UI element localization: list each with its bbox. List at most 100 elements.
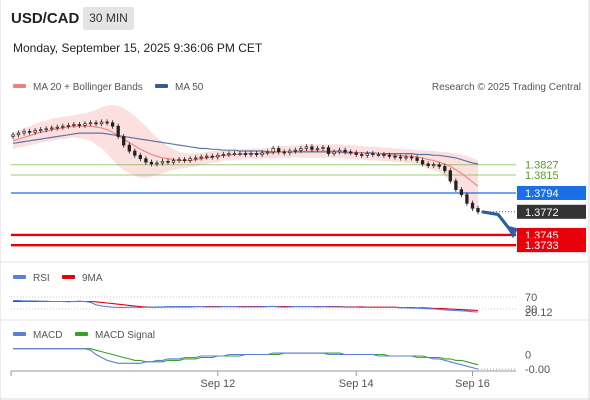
- rsi-last-label: 20.12: [525, 307, 553, 319]
- candle-body: [127, 144, 131, 152]
- candle-body: [393, 155, 397, 158]
- macd-tick-label: 0: [525, 350, 531, 362]
- rsi-ma-legend-label: 9MA: [82, 273, 103, 284]
- candle-body: [61, 125, 65, 128]
- candle-body: [133, 150, 137, 156]
- ma50-legend-label: MA 50: [175, 82, 204, 93]
- candle-body: [426, 163, 430, 166]
- candle-body: [432, 164, 436, 167]
- candle-body: [326, 147, 331, 154]
- candle-body: [420, 160, 425, 165]
- candle-body: [332, 151, 336, 154]
- candle-body: [227, 153, 231, 155]
- candle-body: [72, 124, 76, 126]
- timeframe-button[interactable]: 30 MIN: [83, 7, 134, 30]
- macd-legend: MACD MACD Signal: [13, 330, 155, 341]
- candle-body: [387, 154, 392, 157]
- support-label: 1.3733: [525, 240, 559, 252]
- candle-body: [465, 194, 469, 204]
- candle-body: [409, 156, 414, 159]
- rsi-legend-swatch: [13, 275, 26, 279]
- x-axis: Sep 12 Sep 14 Sep 16: [10, 370, 516, 390]
- candle-body: [260, 152, 264, 155]
- forecast-arrow: [481, 210, 514, 234]
- candle-body: [249, 153, 253, 155]
- main-legend: MA 20 + Bollinger Bands MA 50 Research ©…: [13, 82, 581, 93]
- symbol-label: USD/CAD: [11, 10, 80, 27]
- chart-datetime: Monday, September 15, 2025 9:36:06 PM CE…: [13, 41, 263, 55]
- candle-body: [454, 180, 458, 190]
- candle-body: [371, 153, 375, 155]
- rsi-ma-legend-swatch: [62, 275, 75, 279]
- candle-body: [343, 149, 347, 153]
- candle-body: [337, 149, 342, 153]
- candle-body: [210, 155, 214, 158]
- ma20-legend-label: MA 20 + Bollinger Bands: [33, 82, 143, 93]
- candle-body: [50, 127, 54, 130]
- macd-signal-legend-swatch: [75, 332, 88, 336]
- candle-body: [171, 160, 176, 163]
- candle-body: [304, 146, 309, 149]
- ma50-legend-swatch: [155, 84, 168, 88]
- macd-legend-label: MACD: [33, 330, 62, 341]
- candle-body: [476, 208, 480, 213]
- candle-body: [243, 153, 248, 155]
- candle-body: [254, 153, 259, 155]
- credit-label: Research © 2025 Trading Central: [432, 82, 581, 93]
- forecast-arrowhead: [506, 225, 518, 239]
- candle-body: [404, 156, 408, 159]
- candle-body: [232, 153, 237, 155]
- chart-header: USD/CAD 30 MIN: [0, 0, 590, 36]
- pivot-label: 1.3794: [525, 188, 559, 200]
- candle-body: [155, 162, 159, 165]
- x-tick-label: Sep 16: [455, 378, 490, 390]
- candle-body: [122, 136, 126, 146]
- bollinger-band: [13, 104, 478, 212]
- last-label: 1.3772: [525, 207, 559, 219]
- resistance-label: 1.3815: [525, 170, 559, 182]
- rsi-line: [13, 300, 479, 313]
- candle-body: [149, 161, 154, 165]
- candle-body: [166, 160, 170, 163]
- macd-panel: 0 -0.00: [13, 348, 550, 376]
- candle-body: [88, 122, 93, 125]
- rsi-legend-label: RSI: [33, 273, 50, 284]
- candle-body: [33, 130, 37, 133]
- candle-body: [66, 125, 71, 127]
- candle-body: [138, 154, 142, 160]
- macd-line: [13, 348, 479, 370]
- ma50-line: [12, 132, 479, 165]
- candle-body: [39, 129, 43, 132]
- candle-body: [315, 148, 320, 150]
- candle-body: [177, 159, 181, 161]
- candle-body: [349, 151, 353, 154]
- candle-body: [310, 146, 314, 150]
- candle-body: [271, 148, 275, 153]
- last-label-bg: [517, 204, 586, 219]
- candle-body: [282, 151, 286, 154]
- candle-body: [415, 157, 419, 161]
- candle-body: [277, 148, 281, 153]
- candle-body: [299, 148, 303, 151]
- candle-body: [221, 154, 226, 156]
- macd-signal-line: [13, 348, 479, 366]
- candle-body: [376, 154, 381, 156]
- candle-body: [27, 131, 32, 133]
- candle-body: [55, 126, 59, 129]
- candle-body: [83, 123, 87, 126]
- candle-body: [293, 149, 297, 152]
- candle-body: [265, 151, 270, 154]
- candle-body: [238, 153, 242, 155]
- candle-body: [437, 164, 441, 167]
- candle-body: [459, 189, 464, 196]
- ma20-legend-swatch: [13, 84, 26, 88]
- candle-body: [160, 160, 165, 164]
- candle-body: [182, 159, 187, 161]
- candle-body: [99, 121, 104, 125]
- macd-legend-swatch: [13, 332, 26, 336]
- candle-body: [11, 134, 15, 137]
- resistance-label: 1.3827: [525, 160, 559, 172]
- candle-body: [398, 156, 403, 159]
